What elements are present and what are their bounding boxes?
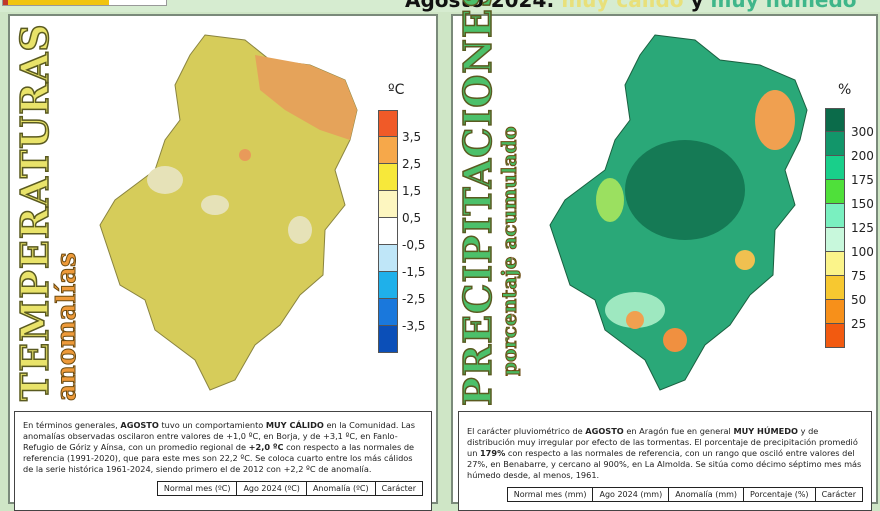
legend-swatch <box>378 137 398 164</box>
temperature-title: TEMPERATURAS <box>11 23 58 402</box>
legend-swatch <box>825 324 845 348</box>
government-logo <box>2 0 167 6</box>
summary-text-part: en Aragón fue en general <box>623 426 734 436</box>
page-title: Agosto 2024: muy cálido y muy húmedo <box>405 0 857 12</box>
legend-swatch <box>825 204 845 228</box>
summary-text-part: MUY CÁLIDO <box>265 420 324 430</box>
temperature-subtitle: anomalías <box>52 252 83 402</box>
legend-label: 50 <box>851 293 867 307</box>
temperature-summary: En términos generales, AGOSTO tuvo un co… <box>14 411 432 511</box>
legend-label: 150 <box>851 197 874 211</box>
summary-text-part: 179% <box>479 448 506 458</box>
summary-text-part: tuvo un comportamiento <box>158 420 266 430</box>
temperature-anomaly-map <box>99 34 358 391</box>
precipitation-summary-text: El carácter pluviométrico de AGOSTO en A… <box>467 426 863 481</box>
temperature-unit: ºC <box>388 82 405 98</box>
precipitation-title: PRECIPITACIONES <box>454 0 501 407</box>
summary-text-part: AGOSTO <box>585 426 624 436</box>
legend-label: -0,5 <box>402 238 426 252</box>
legend-swatch <box>825 108 845 132</box>
table-header: Ago 2024 (ºC) <box>236 481 307 496</box>
legend-label: -1,5 <box>402 265 426 279</box>
temperature-panel: TEMPERATURAS anomalías ºC 3,5 2,5 1,5 0,5 -0… <box>8 14 438 511</box>
summary-text-part: en la Comunidad. Las anomalías observada… <box>23 420 415 452</box>
table-header: Anomalía (ºC) <box>305 481 376 496</box>
legend-swatch <box>378 218 398 245</box>
legend-swatch <box>825 228 845 252</box>
legend-label: 0,5 <box>402 211 422 225</box>
legend-swatch <box>825 252 845 276</box>
legend-swatch <box>378 110 398 137</box>
temperature-legend: 3,5 2,5 1,5 0,5 -0,5 -1,5 -2,5 -3,5 <box>378 110 425 353</box>
precipitation-subtitle: porcentaje acumulado <box>497 126 522 377</box>
legend-label: 1,5 <box>402 184 422 198</box>
temperature-table: Normal mes (ºC) Ago 2024 (ºC) Anomalía (ºC… <box>23 481 424 496</box>
precipitation-summary: El carácter pluviométrico de AGOSTO en A… <box>458 411 872 511</box>
legend-swatch <box>378 164 398 191</box>
legend-label: -3,5 <box>402 319 426 333</box>
legend-swatch <box>378 326 398 353</box>
legend-swatch <box>825 180 845 204</box>
header-bar: Agosto 2024: muy cálido y muy húmedo <box>0 0 880 12</box>
legend-swatch <box>378 245 398 272</box>
summary-text-part: AGOSTO <box>120 420 159 430</box>
legend-swatch <box>825 276 845 300</box>
legend-label: 3,5 <box>402 130 422 144</box>
legend-label: 300 <box>851 125 874 139</box>
precipitation-percentage-map <box>549 34 808 391</box>
summary-text-part: El carácter pluviométrico de <box>467 426 586 436</box>
legend-label: 125 <box>851 221 874 235</box>
legend-swatch <box>378 191 398 218</box>
table-header: Normal mes (ºC) <box>156 481 238 496</box>
legend-label: 2,5 <box>402 157 422 171</box>
legend-swatch <box>825 300 845 324</box>
precipitation-legend: 300 200 175 150 125 100 75 50 25 <box>825 108 874 348</box>
warm-zone <box>255 55 357 140</box>
summary-text-part: con respecto a las normales de referenci… <box>467 448 862 480</box>
summary-text-part: En términos generales, <box>23 420 121 430</box>
table-header: Carácter <box>374 481 424 496</box>
legend-swatch <box>825 132 845 156</box>
legend-label: 75 <box>851 269 867 283</box>
legend-swatch <box>378 272 398 299</box>
legend-label: 100 <box>851 245 874 259</box>
legend-label: 200 <box>851 149 874 163</box>
summary-text-part: con respecto a las normales de referenci… <box>23 442 415 474</box>
legend-swatch <box>378 299 398 326</box>
precipitation-panel: PRECIPITACIONES porcentaje acumulado % 3… <box>451 0 878 511</box>
temperature-summary-text: En términos generales, AGOSTO tuvo un co… <box>23 420 423 475</box>
summary-text-part: +2,0 ºC <box>248 442 284 452</box>
legend-label: 25 <box>851 317 867 331</box>
legend-label: -2,5 <box>402 292 426 306</box>
summary-text-part: y de distribución muy irregular por efec… <box>467 426 858 458</box>
legend-label: 175 <box>851 173 874 187</box>
legend-swatch <box>825 156 845 180</box>
summary-text-part: MUY HÚMEDO <box>733 426 799 436</box>
precipitation-unit: % <box>838 82 852 98</box>
